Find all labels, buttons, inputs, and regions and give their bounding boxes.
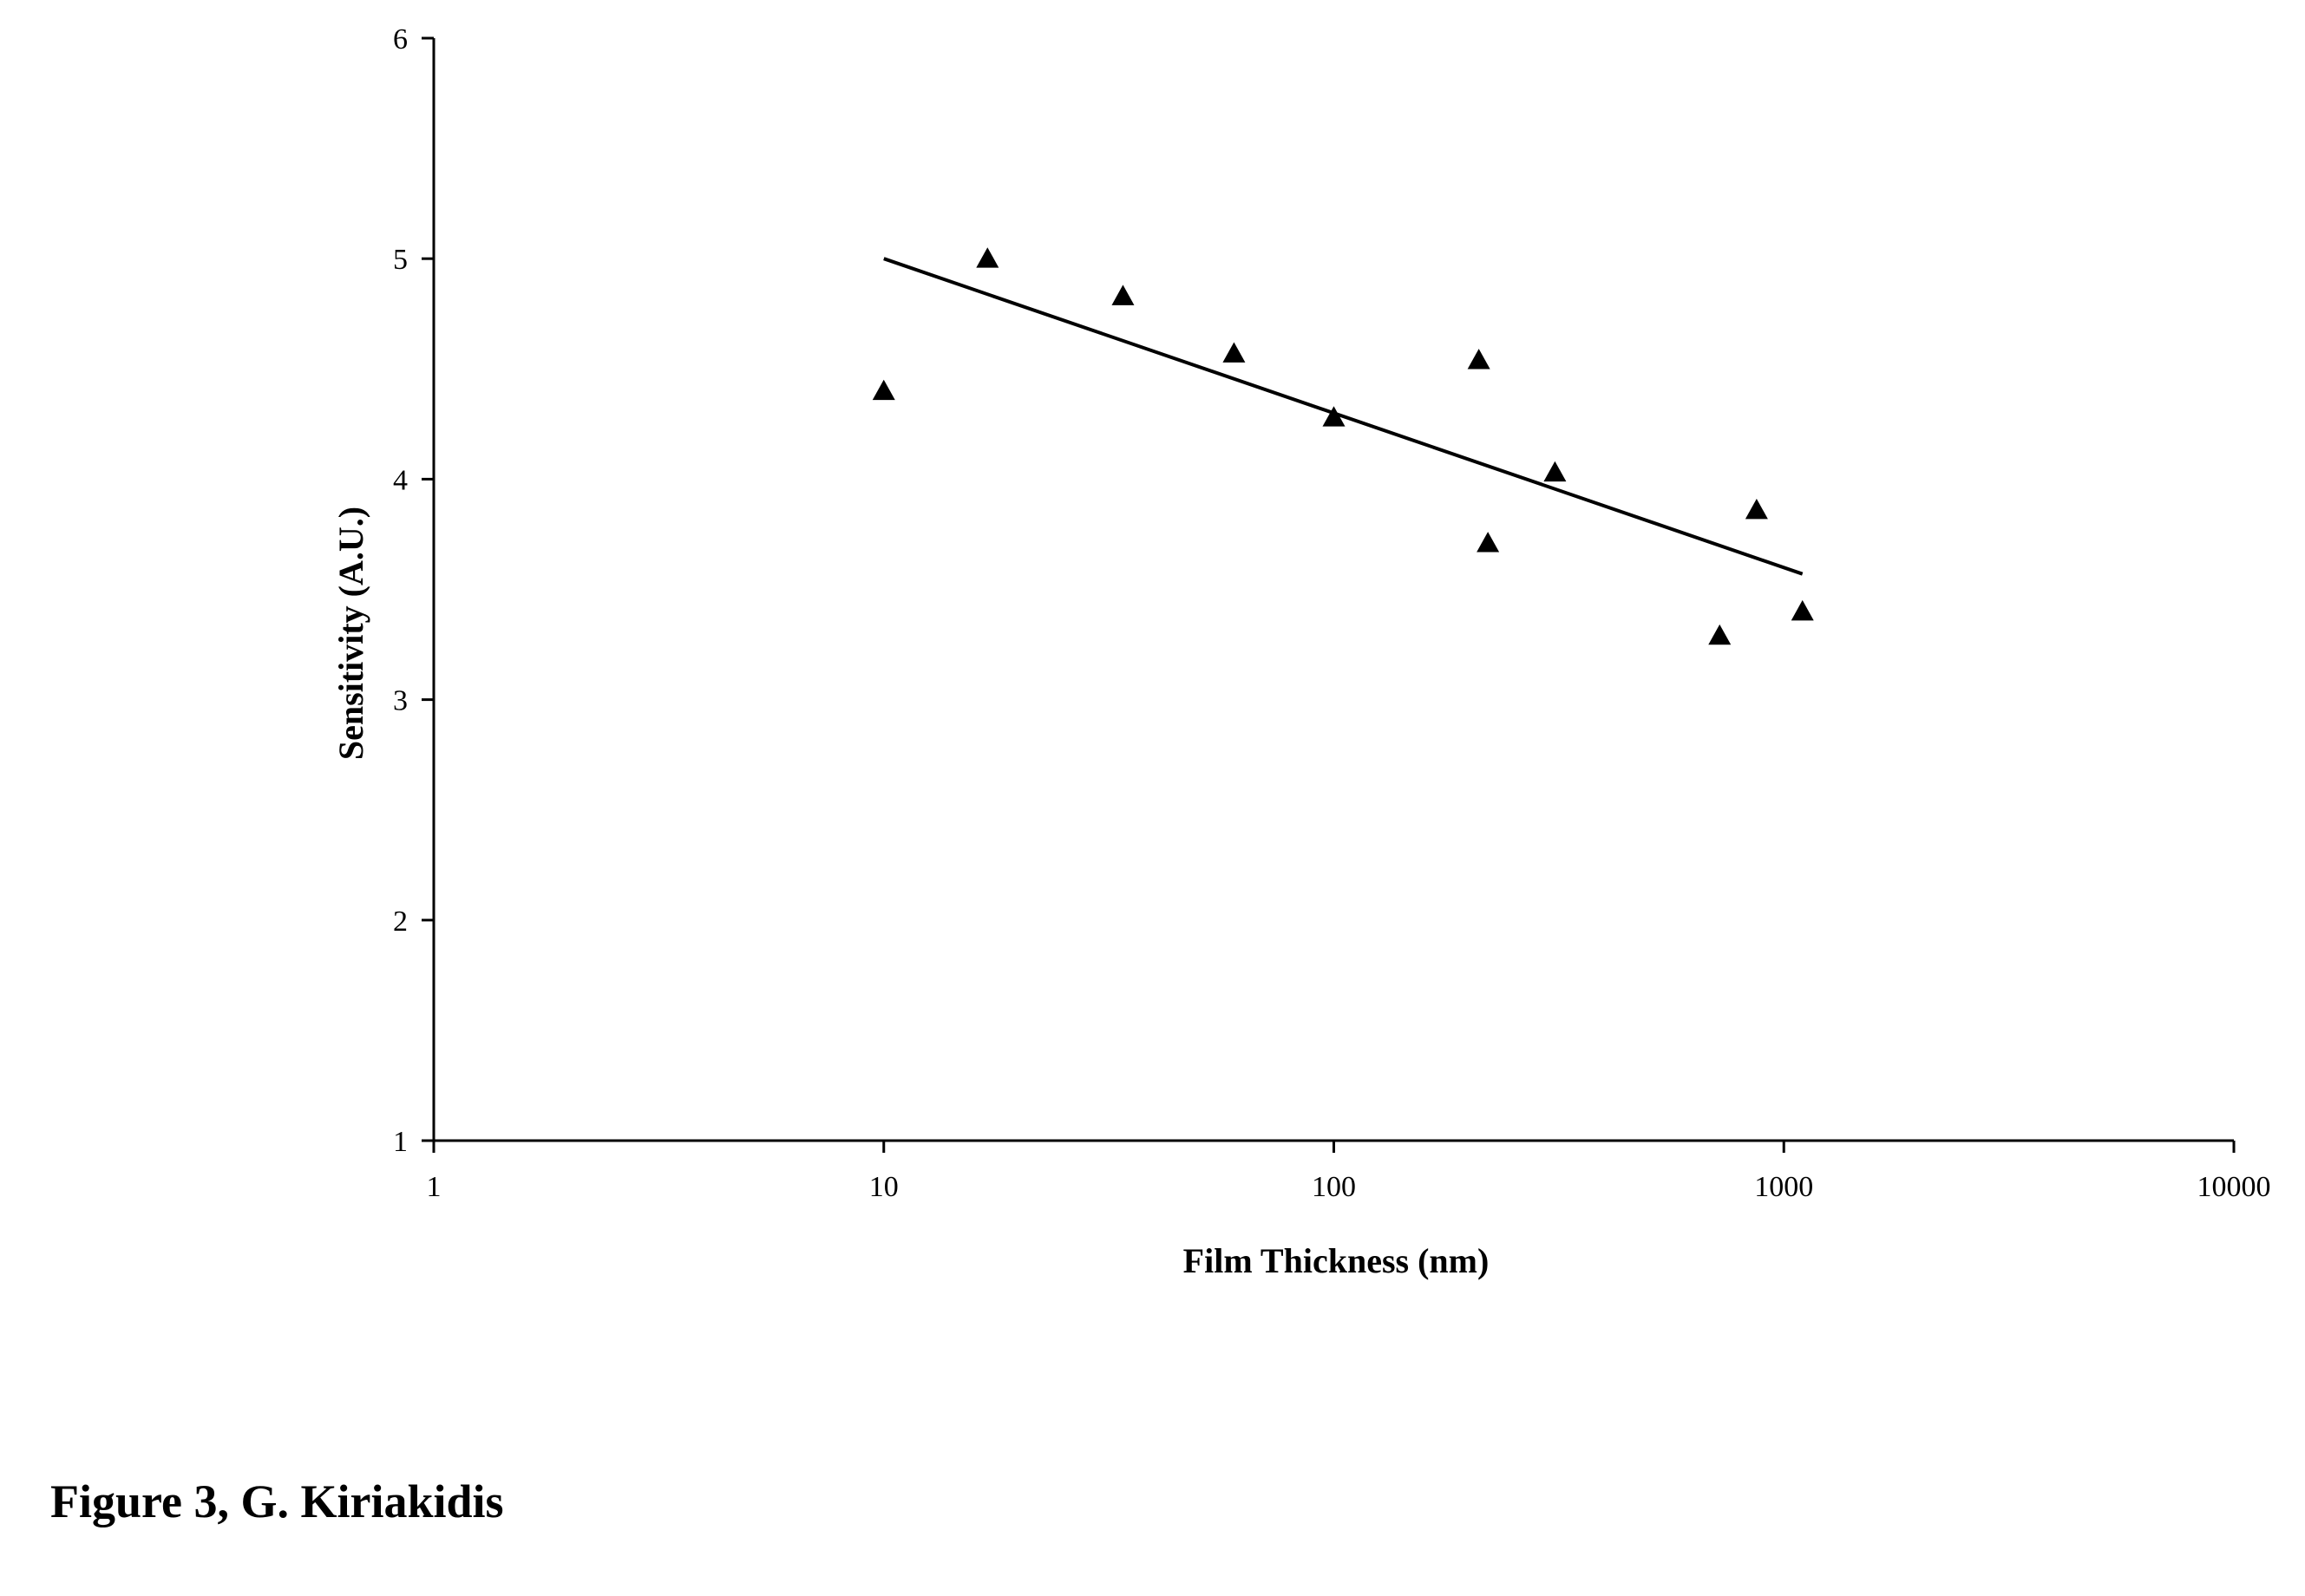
y-tick-label: 2 xyxy=(393,906,408,938)
data-point-triangle xyxy=(976,247,999,268)
data-point-triangle xyxy=(1222,342,1246,363)
x-tick-label: 10000 xyxy=(2197,1171,2271,1203)
points-layer xyxy=(872,247,1814,645)
data-point-triangle xyxy=(1322,406,1346,427)
y-tick-label: 5 xyxy=(393,244,408,276)
data-point-triangle xyxy=(1708,624,1732,645)
trendline xyxy=(883,257,1804,576)
x-tick-label: 10 xyxy=(869,1171,899,1203)
data-point-triangle xyxy=(1111,285,1135,305)
figure-caption: Figure 3, G. Kiriakidis xyxy=(50,1475,504,1527)
x-tick-label: 1 xyxy=(427,1171,442,1203)
trendline-layer xyxy=(883,257,1804,576)
data-point-triangle xyxy=(872,379,895,401)
data-point-triangle xyxy=(1467,349,1490,370)
y-tick-label: 4 xyxy=(393,464,408,496)
data-point-triangle xyxy=(1791,599,1814,621)
y-axis-title: Sensitivity (A.U.) xyxy=(331,507,370,760)
y-tick-label: 6 xyxy=(393,23,408,56)
y-tick-label: 1 xyxy=(393,1126,408,1158)
axes: 1 2 3 4 5 6 1 10 100 1000 10000 xyxy=(393,23,2271,1203)
x-axis-title: Film Thickness (nm) xyxy=(1183,1241,1490,1280)
x-tick-label: 1000 xyxy=(1754,1171,1813,1203)
y-tick-label: 3 xyxy=(393,685,408,717)
data-point-triangle xyxy=(1477,532,1500,553)
data-point-triangle xyxy=(1745,498,1768,520)
x-tick-label: 100 xyxy=(1312,1171,1356,1203)
data-point-triangle xyxy=(1543,461,1567,482)
